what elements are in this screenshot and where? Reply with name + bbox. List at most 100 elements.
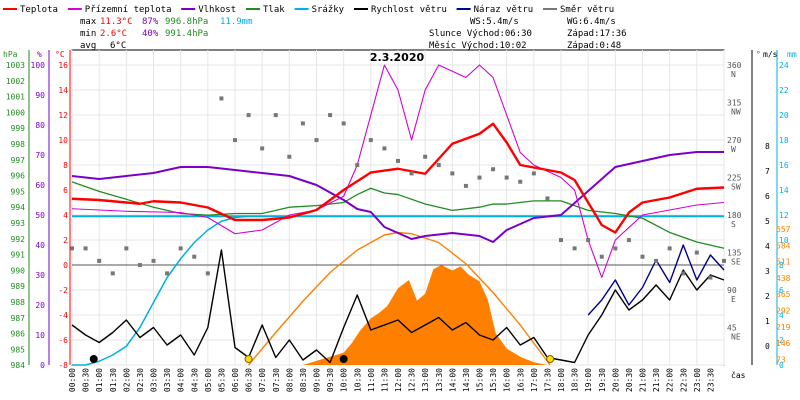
ms-tick-label: 2 [765,292,770,301]
rad-tick-label: 219 [776,323,791,332]
legend-label: Teplota [20,5,58,15]
c-tick-label: 2 [63,236,68,245]
wind-direction-point [694,250,699,255]
mm-tick-label: 18 [779,136,789,145]
wind-direction-point [708,275,713,280]
ms-tick-label: 0 [765,342,770,351]
time-tick-label: 21:30 [652,368,661,392]
wind-direction-point [504,175,509,180]
wind-direction-point [531,171,536,176]
hpa-tick-label: 1000 [6,108,25,117]
time-tick-label: 10:30 [353,368,362,392]
time-tick-label: 15:00 [476,368,485,392]
wind-direction-point [450,171,455,176]
wind-direction-point [273,113,278,118]
wind-direction-point [722,258,726,263]
time-tick-label: 09:30 [326,368,335,392]
c-tick-label: 0 [63,261,68,270]
c-tick-label: 16 [58,61,68,70]
pct-tick-label: 100 [31,61,46,70]
time-tick-label: 05:30 [217,368,226,392]
info-sun-rise: Slunce Východ:06:30 [429,29,532,39]
time-tick-label: 22:30 [679,368,688,392]
wind-direction-point [219,96,224,101]
c-tick-label: 10 [58,136,68,145]
mm-tick-label: 12 [779,211,789,220]
wind-direction-point [396,158,400,163]
legend-label: Vlhkost [198,5,236,15]
axis-unit-hpa: hPa [3,50,18,59]
time-tick-label: 02:30 [136,368,145,392]
rad-tick-label: 365 [776,290,791,299]
wind-direction-point [83,246,88,251]
ms-tick-label: 7 [765,167,770,176]
info-sun-set: Západ:17:36 [567,29,627,39]
time-tick-label: 07:30 [272,368,281,392]
wind-direction-point [423,154,428,159]
time-tick-label: 21:00 [639,368,648,392]
pct-tick-label: 30 [35,271,45,280]
rad-tick-label: 584 [776,241,791,250]
rad-tick-label: 511 [776,258,791,267]
hpa-tick-label: 986 [11,330,26,339]
ms-tick-label: 4 [765,242,770,251]
wind-direction-point [328,113,333,118]
deg-dir-label: NW [731,108,741,117]
time-tick-label: 13:30 [435,368,444,392]
hpa-tick-label: 985 [11,345,26,354]
hpa-tick-label: 997 [11,156,26,165]
deg-dir-label: W [731,145,736,154]
time-tick-label: 08:30 [299,368,308,392]
time-tick-label: 03:00 [150,368,159,392]
deg-tick-label: 180 [727,211,742,220]
c-tick-label: 12 [58,111,68,120]
time-tick-label: 07:00 [258,368,267,392]
time-tick-label: 22:00 [666,368,675,392]
deg-tick-label: 45 [727,324,737,333]
wind-direction-point [300,121,305,126]
wind-direction-point [491,167,496,172]
axis-unit-c: °C [55,50,65,59]
wind-direction-point [654,258,659,263]
legend-label: Rychlost větru [371,5,447,15]
wind-direction-point [151,258,156,263]
c-tick-label: 4 [63,211,68,220]
hpa-tick-label: 996 [11,172,26,181]
time-tick-label: 00:00 [68,368,77,392]
time-tick-label: 00:30 [82,368,91,392]
time-tick-label: 08:00 [285,368,294,392]
wind-direction-point [572,246,577,251]
mm-tick-label: 22 [779,86,789,95]
rad-tick-label: 292 [776,307,791,316]
pct-tick-label: 20 [35,301,45,310]
x-axis: 00:00 00:30 01:00 01:30 02:00 02:30 03:00 03:30… [68,368,746,392]
stat-max-rain: 11.9mm [220,17,253,27]
deg-tick-label: 270 [727,136,742,145]
time-tick-label: 20:00 [611,368,620,392]
deg-dir-label: S [731,220,736,229]
hpa-tick-label: 999 [11,124,26,133]
deg-tick-label: 315 [727,99,742,108]
wind-direction-point [110,271,115,276]
axis-unit-mm: mm [787,50,797,59]
wind-direction-point [314,138,319,143]
time-tick-label: 12:30 [408,368,417,392]
deg-tick-label: 90 [727,286,737,295]
wind-direction-point [409,171,414,176]
axes: hPa% °C ° m/s mm1003100210011000999998997996… [3,50,797,370]
chart-title: 2.3.2020 [370,51,425,64]
deg-tick-label: 135 [727,249,742,258]
hpa-tick-label: 987 [11,314,26,323]
c-tick-label: 14 [58,86,68,95]
wind-direction-point [70,246,74,251]
mm-tick-label: 10 [779,236,789,245]
wind-direction-point [137,263,142,268]
pct-tick-label: 60 [35,181,45,190]
time-tick-label: 19:00 [584,368,593,392]
wind-direction-point [586,238,591,243]
deg-tick-label: 225 [727,174,742,183]
ground-temp-line [71,64,725,279]
hpa-tick-label: 1001 [6,93,25,102]
time-tick-label: 01:30 [109,368,118,392]
deg-dir-label: SW [731,183,741,192]
